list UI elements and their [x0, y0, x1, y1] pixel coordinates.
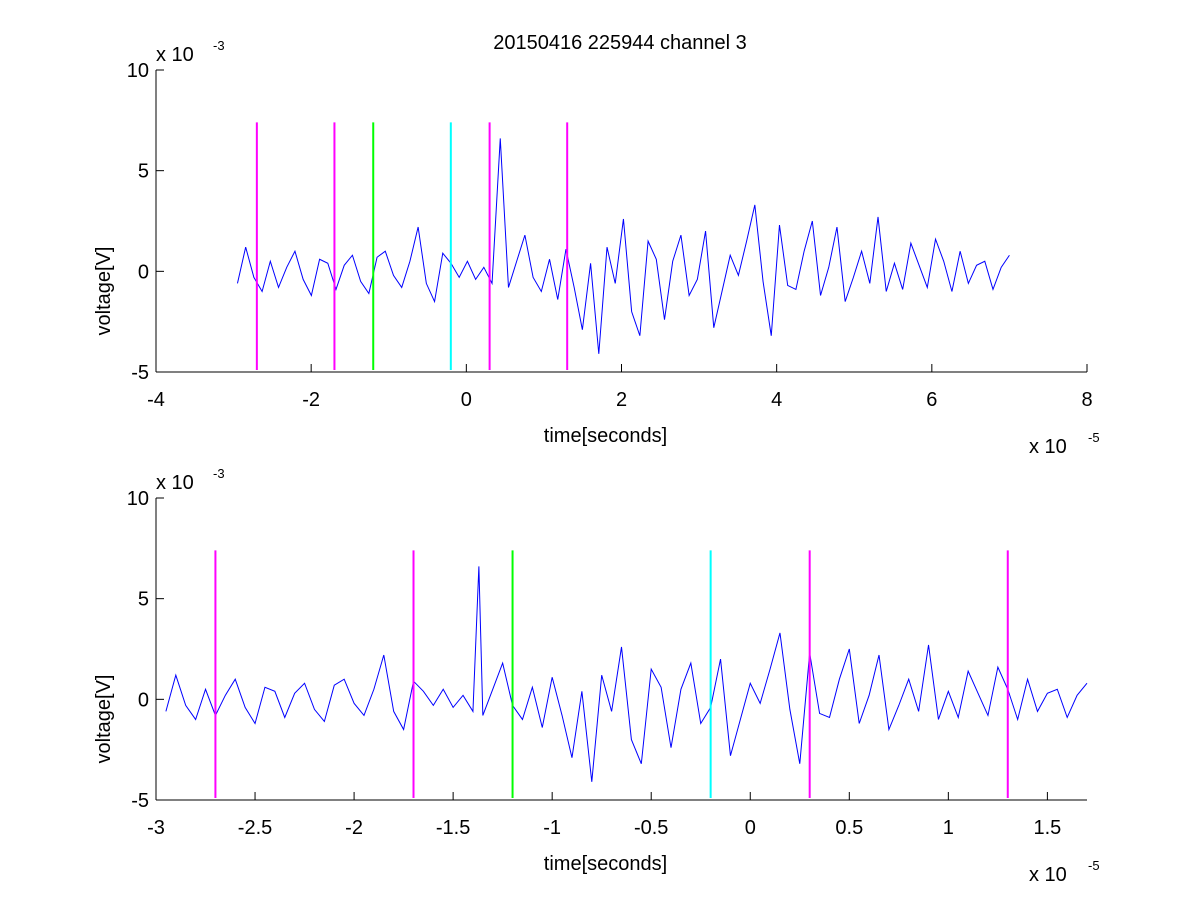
panel-2-y-exponent-base: x 10	[156, 472, 194, 494]
panel-2-x-tick-label-4: -1.5	[436, 817, 470, 839]
figure-title: 20150416 225944 channel 3	[493, 32, 747, 54]
panel-2-y-tick-label-4: 10	[127, 488, 149, 510]
panel-2-x-exponent-base: x 10	[1029, 864, 1067, 886]
panel-2-x-tick-label-5: -1	[543, 817, 561, 839]
panel-2-y-exponent-power: -3	[213, 466, 225, 481]
panel-1-y-axis-label: voltage[V]	[93, 247, 115, 336]
panel-2-x-tick-label-7: 0	[745, 817, 756, 839]
panel-1-y-tick-label-4: 10	[127, 60, 149, 82]
panel-1-x-tick-label-5: 4	[771, 389, 782, 411]
panel-2-y-axis-label: voltage[V]	[93, 675, 115, 764]
panel-1-x-tick-label-1: -4	[147, 389, 165, 411]
panel-2-x-tick-label-9: 1	[943, 817, 954, 839]
panel-1-x-tick-label-7: 8	[1081, 389, 1092, 411]
panel-2-x-tick-label-2: -2.5	[238, 817, 272, 839]
panel-2-x-tick-label-10: 1.5	[1033, 817, 1061, 839]
panel-1-x-exponent-power: -5	[1088, 430, 1100, 445]
panel-1-series-line-1	[236, 138, 1010, 354]
panel-1-x-tick-label-3: 0	[461, 389, 472, 411]
panel-2-x-tick-label-6: -0.5	[634, 817, 668, 839]
panel-1-x-tick-label-2: -2	[302, 389, 320, 411]
panel-1-x-axis-label: time[seconds]	[544, 425, 667, 447]
panel-1-y-tick-label-2: 0	[138, 261, 149, 283]
panel-1-y-exponent-power: -3	[213, 38, 225, 53]
panel-1-y-tick-label-3: 5	[138, 161, 149, 183]
panel-2-series-line-1	[165, 566, 1088, 782]
panel-2-x-tick-label-3: -2	[345, 817, 363, 839]
panel-2-y-tick-label-3: 5	[138, 589, 149, 611]
panel-2-x-exponent-power: -5	[1088, 858, 1100, 873]
panel-2-y-tick-label-1: -5	[131, 790, 149, 812]
panel-2-x-axis-label: time[seconds]	[544, 853, 667, 875]
panel-1-x-exponent-base: x 10	[1029, 436, 1067, 458]
panel-2-x-tick-label-1: -3	[147, 817, 165, 839]
panel-1-x-tick-label-6: 6	[926, 389, 937, 411]
panel-2-x-tick-label-8: 0.5	[835, 817, 863, 839]
panel-1-y-tick-label-1: -5	[131, 362, 149, 384]
panel-1-x-tick-label-4: 2	[616, 389, 627, 411]
panel-1-y-exponent-base: x 10	[156, 44, 194, 66]
panel-2-y-tick-label-2: 0	[138, 689, 149, 711]
